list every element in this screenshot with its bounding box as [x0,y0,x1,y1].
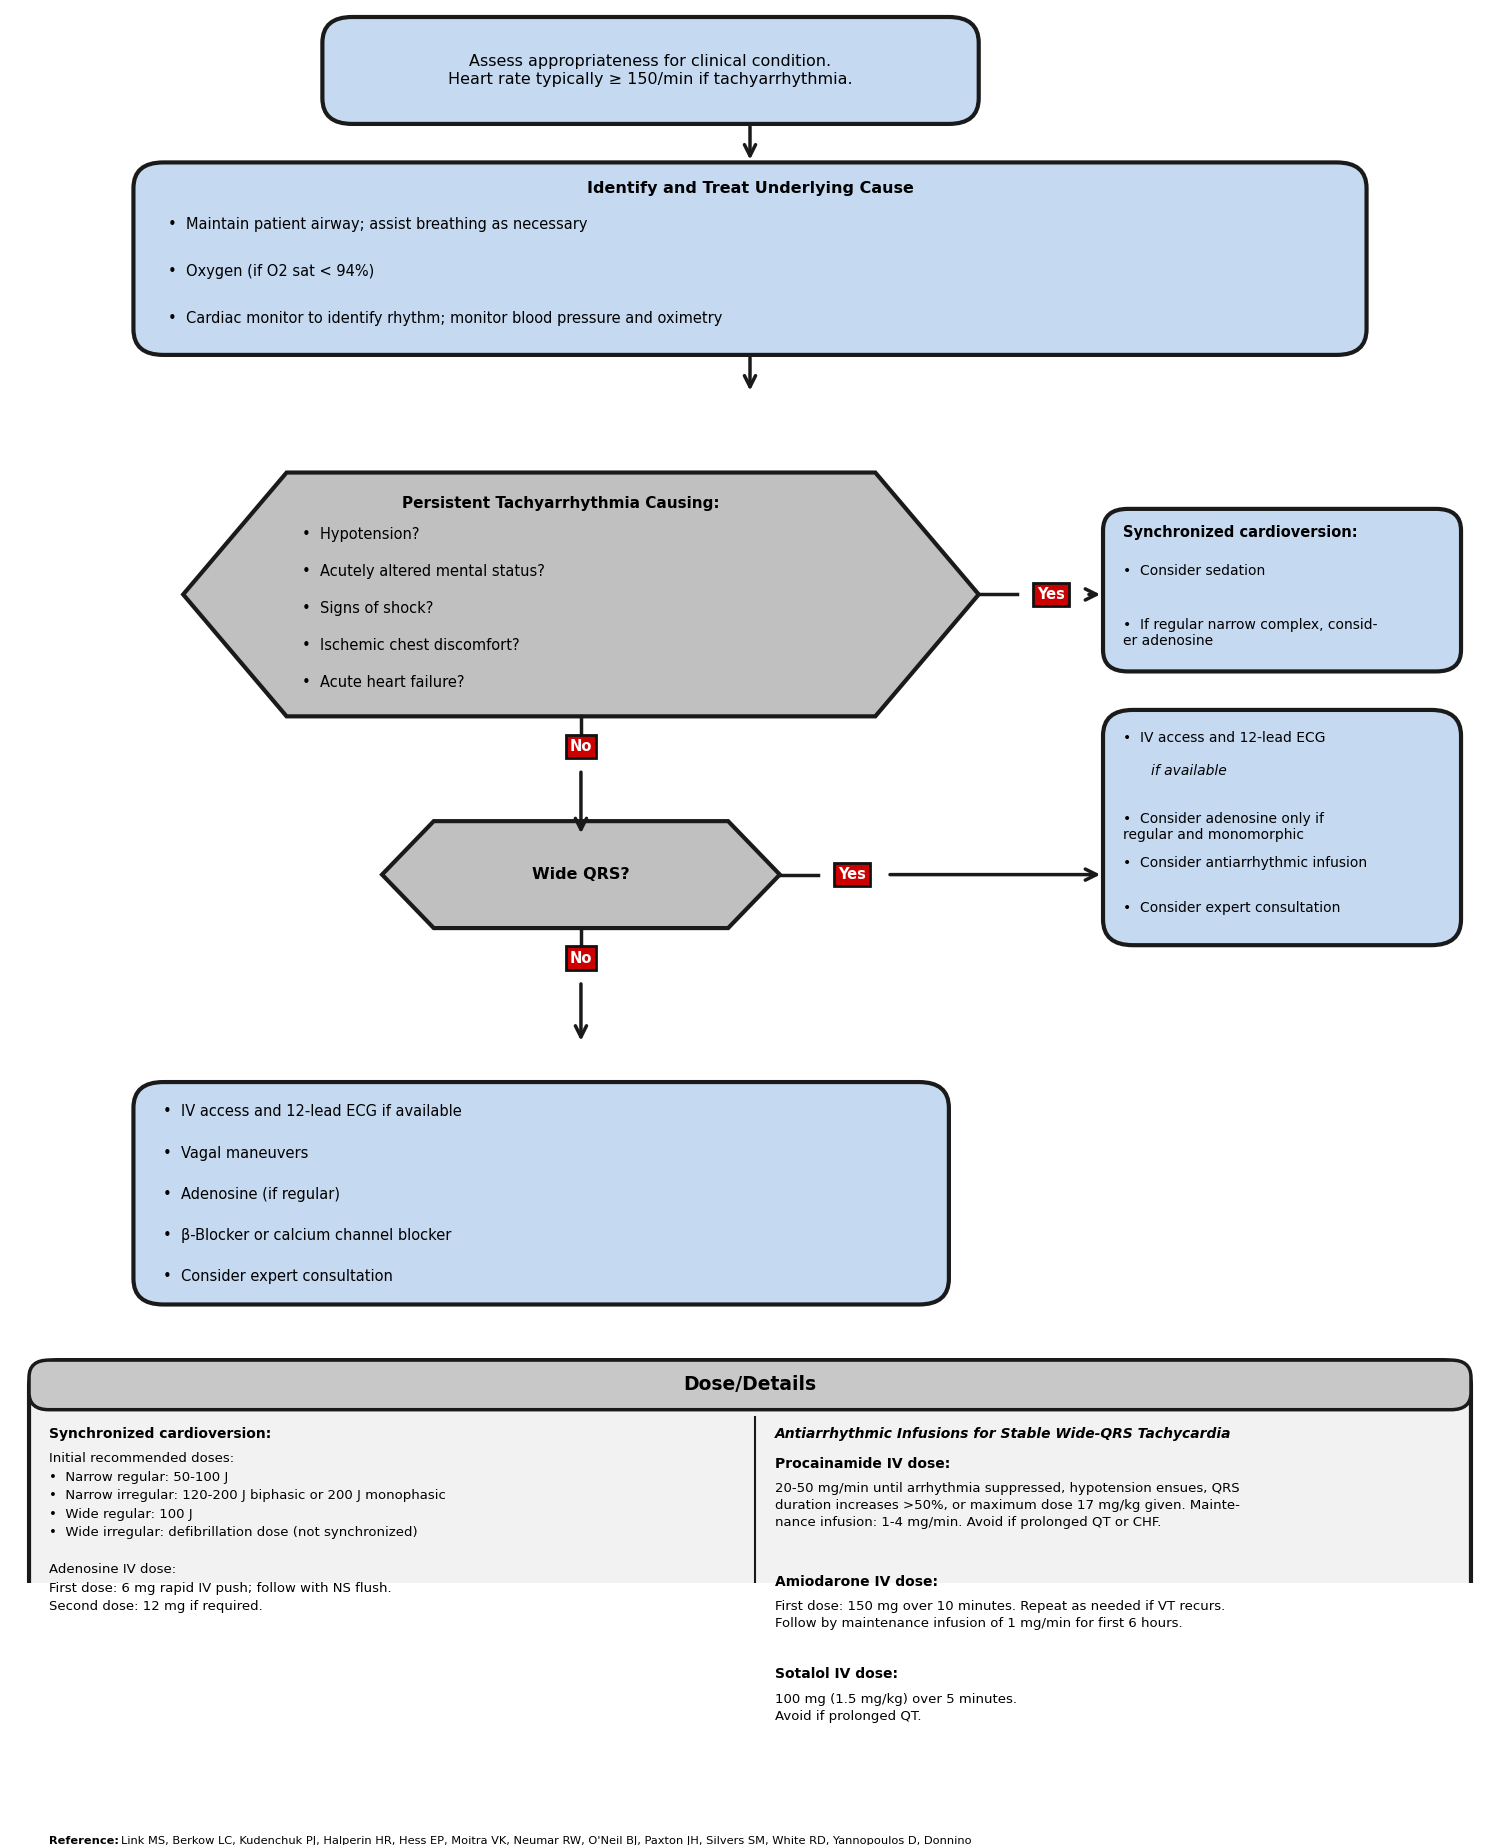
Text: •  Adenosine (if regular): • Adenosine (if regular) [164,1186,340,1201]
Text: No: No [570,738,592,755]
Text: Reference:: Reference: [50,1836,123,1845]
Text: •  Signs of shock?: • Signs of shock? [303,601,433,616]
FancyBboxPatch shape [322,17,978,124]
Text: Synchronized cardioversion:: Synchronized cardioversion: [50,1426,272,1441]
Text: •  Consider sedation: • Consider sedation [1124,565,1264,579]
Text: •  β-Blocker or calcium channel blocker: • β-Blocker or calcium channel blocker [164,1227,452,1244]
Text: Identify and Treat Underlying Cause: Identify and Treat Underlying Cause [586,181,914,196]
FancyBboxPatch shape [134,162,1366,354]
Text: •  Ischemic chest discomfort?: • Ischemic chest discomfort? [303,638,520,653]
Text: •  IV access and 12-lead ECG if available: • IV access and 12-lead ECG if available [164,1105,462,1120]
Text: Dose/Details: Dose/Details [684,1375,816,1395]
Text: •  Acute heart failure?: • Acute heart failure? [303,675,465,690]
Text: 20-50 mg/min until arrhythmia suppressed, hypotension ensues, QRS
duration incre: 20-50 mg/min until arrhythmia suppressed… [776,1482,1239,1530]
Text: •  Consider adenosine only if
regular and monomorphic: • Consider adenosine only if regular and… [1124,812,1324,841]
Text: Link MS, Berkow LC, Kudenchuk PJ, Halperin HR, Hess EP, Moitra VK, Neumar RW, O': Link MS, Berkow LC, Kudenchuk PJ, Halper… [120,1836,971,1845]
Polygon shape [382,821,780,928]
Text: •  Vagal maneuvers: • Vagal maneuvers [164,1146,309,1161]
Text: Assess appropriateness for clinical condition.
Heart rate typically ≥ 150/min if: Assess appropriateness for clinical cond… [448,54,854,87]
Text: •  Oxygen (if O2 sat < 94%): • Oxygen (if O2 sat < 94%) [168,264,375,279]
Text: Yes: Yes [839,867,867,882]
FancyBboxPatch shape [134,1081,950,1304]
Text: •  If regular narrow complex, consid-
er adenosine: • If regular narrow complex, consid- er … [1124,618,1377,648]
FancyBboxPatch shape [28,1360,1472,1410]
Text: Antiarrhythmic Infusions for Stable Wide-QRS Tachycardia: Antiarrhythmic Infusions for Stable Wide… [776,1426,1232,1441]
FancyBboxPatch shape [28,1821,1472,1845]
FancyBboxPatch shape [1102,509,1461,672]
Text: •  Acutely altered mental status?: • Acutely altered mental status? [303,565,546,579]
Text: •  Consider expert consultation: • Consider expert consultation [1124,900,1341,915]
Text: Amiodarone IV dose:: Amiodarone IV dose: [776,1576,938,1589]
Text: •  Cardiac monitor to identify rhythm; monitor blood pressure and oximetry: • Cardiac monitor to identify rhythm; mo… [168,310,723,325]
Text: 100 mg (1.5 mg/kg) over 5 minutes.
Avoid if prolonged QT.: 100 mg (1.5 mg/kg) over 5 minutes. Avoid… [776,1694,1017,1723]
Polygon shape [183,472,978,716]
Text: Wide QRS?: Wide QRS? [532,867,630,882]
Text: No: No [570,950,592,965]
FancyBboxPatch shape [28,1360,1472,1817]
Text: •  Consider antiarrhythmic infusion: • Consider antiarrhythmic infusion [1124,856,1366,871]
Text: First dose: 150 mg over 10 minutes. Repeat as needed if VT recurs.
Follow by mai: First dose: 150 mg over 10 minutes. Repe… [776,1600,1226,1631]
Text: •  Maintain patient airway; assist breathing as necessary: • Maintain patient airway; assist breath… [168,216,588,231]
Text: Synchronized cardioversion:: Synchronized cardioversion: [1124,526,1358,541]
Text: Sotalol IV dose:: Sotalol IV dose: [776,1668,898,1681]
Text: Initial recommended doses:
•  Narrow regular: 50-100 J
•  Narrow irregular: 120-: Initial recommended doses: • Narrow regu… [50,1452,446,1614]
Text: if available: if available [1150,764,1227,777]
Text: Procainamide IV dose:: Procainamide IV dose: [776,1458,950,1470]
Text: Yes: Yes [1038,587,1065,601]
FancyBboxPatch shape [1102,710,1461,945]
Text: Persistent Tachyarrhythmia Causing:: Persistent Tachyarrhythmia Causing: [402,496,720,511]
Text: •  Consider expert consultation: • Consider expert consultation [164,1269,393,1284]
Text: •  IV access and 12-lead ECG: • IV access and 12-lead ECG [1124,731,1326,745]
Text: •  Hypotension?: • Hypotension? [303,528,420,542]
